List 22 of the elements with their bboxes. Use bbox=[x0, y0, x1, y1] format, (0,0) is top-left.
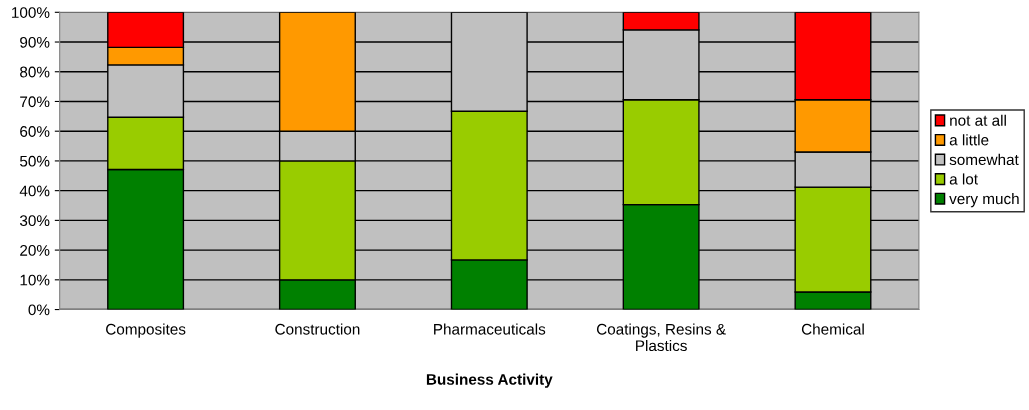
legend-label: a little bbox=[949, 134, 989, 146]
x-tick-label: Chemical bbox=[801, 323, 864, 335]
x-tick-label: Pharmaceuticals bbox=[434, 323, 546, 335]
y-tick-label: 0% bbox=[28, 304, 50, 316]
y-tick-label: 30% bbox=[19, 215, 50, 227]
x-axis-title: Business Activity bbox=[426, 373, 553, 388]
y-tick-label: 50% bbox=[19, 155, 50, 167]
y-tick-label: 80% bbox=[20, 66, 50, 78]
x-tick-label: Coatings, Resins & Plastics bbox=[596, 323, 726, 352]
legend-label: somewhat bbox=[949, 153, 1019, 166]
y-tick-label: 90% bbox=[20, 36, 50, 48]
y-tick-label: 60% bbox=[20, 126, 50, 137]
x-tick-label: Composites bbox=[106, 323, 186, 338]
y-tick-label: 70% bbox=[20, 96, 50, 108]
y-tick-label: 10% bbox=[20, 274, 50, 286]
y-tick-label: 100% bbox=[12, 7, 50, 18]
legend-label: not at all bbox=[950, 114, 1006, 126]
legend-label: very much bbox=[949, 192, 1019, 208]
y-tick-label: 20% bbox=[20, 244, 50, 256]
legend-label: a lot bbox=[949, 173, 978, 185]
x-tick-label: Construction bbox=[275, 323, 360, 335]
y-tick-label: 40% bbox=[19, 185, 50, 197]
